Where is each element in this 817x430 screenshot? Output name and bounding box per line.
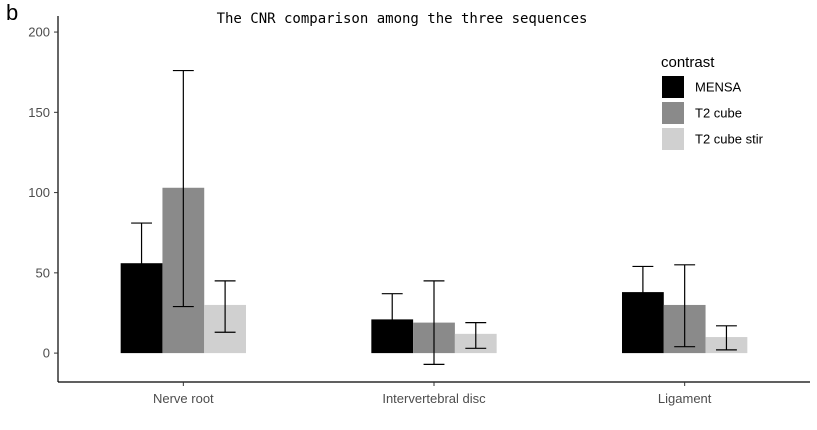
legend-title: contrast — [661, 54, 715, 71]
legend-label: MENSA — [695, 80, 742, 95]
x-tick-label: Ligament — [658, 391, 712, 406]
y-tick-label: 100 — [28, 185, 50, 200]
legend-key — [662, 102, 684, 124]
chart-title: The CNR comparison among the three seque… — [217, 11, 588, 27]
panel-label: b — [6, 0, 18, 25]
x-tick-label: Nerve root — [153, 391, 214, 406]
plot-area — [120, 69, 748, 365]
legend-key — [662, 76, 684, 98]
y-tick-label: 200 — [28, 25, 50, 40]
y-tick-label: 0 — [43, 346, 50, 361]
legend: contrast MENSA T2 cube T2 cube stir — [661, 54, 764, 150]
legend-key — [662, 128, 684, 150]
legend-label: T2 cube — [695, 106, 742, 121]
x-tick-label: Intervertebral disc — [382, 391, 486, 406]
legend-label: T2 cube stir — [695, 132, 764, 147]
y-tick-label: 50 — [36, 265, 50, 280]
y-tick-label: 150 — [28, 105, 50, 120]
